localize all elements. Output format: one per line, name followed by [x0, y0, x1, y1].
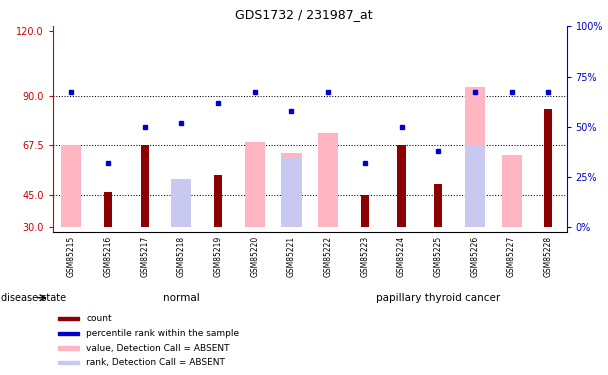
Bar: [58, 317, 79, 320]
Text: GSM85218: GSM85218: [177, 236, 186, 277]
Bar: [140, 146, 149, 227]
Text: papillary thyroid cancer: papillary thyroid cancer: [376, 293, 500, 303]
Text: GSM85219: GSM85219: [213, 236, 223, 277]
Bar: [282, 158, 302, 227]
Text: GSM85225: GSM85225: [434, 236, 443, 277]
Text: GSM85220: GSM85220: [250, 236, 259, 277]
Text: GSM85221: GSM85221: [287, 236, 296, 277]
Bar: [282, 153, 302, 227]
Text: GSM85217: GSM85217: [140, 236, 149, 277]
Bar: [104, 192, 112, 227]
Text: percentile rank within the sample: percentile rank within the sample: [86, 329, 240, 338]
Text: GDS1732 / 231987_at: GDS1732 / 231987_at: [235, 8, 373, 21]
Text: normal: normal: [163, 293, 199, 303]
Text: GSM85226: GSM85226: [471, 236, 480, 277]
Text: GSM85223: GSM85223: [361, 236, 369, 277]
Bar: [361, 195, 369, 227]
Text: value, Detection Call = ABSENT: value, Detection Call = ABSENT: [86, 344, 230, 352]
Bar: [61, 146, 81, 227]
Bar: [171, 197, 192, 227]
Bar: [214, 175, 222, 227]
Bar: [318, 134, 338, 227]
Text: GSM85216: GSM85216: [103, 236, 112, 277]
Bar: [502, 155, 522, 227]
Bar: [544, 110, 552, 227]
Text: GSM85224: GSM85224: [397, 236, 406, 277]
Bar: [58, 346, 79, 350]
Bar: [58, 332, 79, 335]
Bar: [171, 179, 192, 227]
Text: GSM85228: GSM85228: [544, 236, 553, 277]
Bar: [58, 361, 79, 364]
Text: count: count: [86, 314, 112, 323]
Text: GSM85222: GSM85222: [323, 236, 333, 277]
Text: rank, Detection Call = ABSENT: rank, Detection Call = ABSENT: [86, 358, 225, 367]
Text: disease state: disease state: [1, 293, 66, 303]
Text: GSM85227: GSM85227: [507, 236, 516, 277]
Bar: [465, 87, 485, 227]
Bar: [398, 146, 406, 227]
Bar: [244, 142, 265, 227]
Bar: [465, 146, 485, 227]
Text: GSM85215: GSM85215: [67, 236, 76, 277]
Bar: [434, 184, 442, 227]
